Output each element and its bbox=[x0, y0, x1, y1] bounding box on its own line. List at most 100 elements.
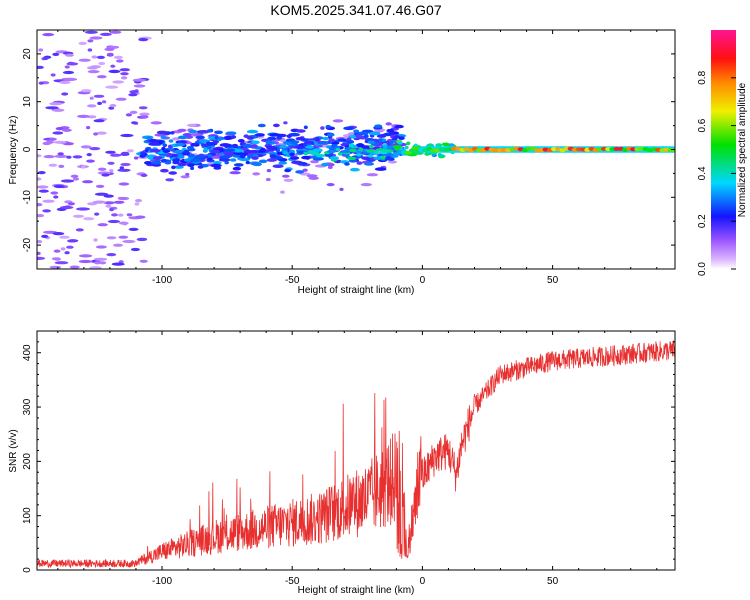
spectrogram-cell bbox=[84, 30, 98, 34]
spectrogram-cell bbox=[105, 150, 116, 154]
spectrogram-cell bbox=[327, 165, 333, 169]
spectrogram-cell bbox=[392, 145, 402, 149]
spectrogram-cell bbox=[65, 53, 74, 57]
spectrogram-cell bbox=[213, 161, 222, 165]
spectrogram-cell bbox=[348, 134, 358, 139]
spectrogram-cell bbox=[48, 163, 58, 167]
spectrogram-cell bbox=[151, 161, 162, 165]
spectrogram-cell bbox=[38, 81, 44, 85]
snr-frame bbox=[36, 330, 676, 571]
spectrogram-cell bbox=[59, 235, 70, 239]
spectrogram-cell bbox=[72, 155, 83, 159]
colorbar-tick-label: 0.8 bbox=[697, 70, 708, 84]
spectrogram-cell bbox=[108, 69, 121, 74]
spectrogram-cell bbox=[109, 104, 117, 108]
spectrogram-cell bbox=[79, 254, 93, 258]
spectrogram-cell bbox=[93, 94, 105, 98]
spectrogram-cell bbox=[54, 261, 69, 265]
colorbar-label: Normalized spectral amplitude bbox=[737, 82, 748, 217]
spectrogram-cell bbox=[60, 247, 66, 251]
spectrogram-cell bbox=[376, 134, 387, 138]
spectrogram-cell bbox=[37, 171, 46, 175]
spectrogram-cell bbox=[172, 137, 180, 141]
spectrogram-cell bbox=[110, 64, 116, 68]
spectrogram-cell bbox=[335, 147, 341, 152]
spectrogram-cell bbox=[278, 161, 288, 165]
spectrogram-cell bbox=[206, 157, 213, 161]
spectrogram-cell bbox=[66, 62, 79, 66]
spectrogram-cell bbox=[76, 207, 90, 211]
spectrogram-cell bbox=[382, 142, 388, 147]
spectrogram-cell bbox=[192, 133, 204, 137]
spectrogram-cell bbox=[109, 30, 122, 34]
spectrogram-cell bbox=[188, 129, 198, 134]
spectrogram-cell bbox=[61, 128, 72, 132]
spectrogram-cell bbox=[212, 140, 219, 144]
spectrogram-cell bbox=[86, 159, 95, 163]
spectrogram-cell bbox=[239, 154, 246, 159]
spectrogram-cell bbox=[172, 158, 181, 162]
spectrogram-cell bbox=[42, 56, 49, 61]
spectrogram-cell bbox=[187, 147, 196, 152]
spectrogram-cell bbox=[287, 149, 295, 154]
spectrogram-cell bbox=[312, 148, 323, 152]
spectrogram-cell bbox=[156, 130, 168, 135]
spectrogram-cell bbox=[388, 131, 394, 136]
spectrogram-cell bbox=[194, 154, 206, 159]
spectrogram-cell bbox=[129, 90, 139, 94]
spectrogram-cell bbox=[257, 123, 266, 128]
spectrogram-cell bbox=[80, 165, 86, 169]
colorbar-tick-label: 0.6 bbox=[697, 118, 708, 132]
spectrogram-cell bbox=[367, 140, 376, 144]
spectrogram-cell bbox=[149, 138, 158, 143]
spectrogram-cell bbox=[356, 161, 363, 165]
spectrogram-cell bbox=[438, 154, 445, 159]
spectrogram-cell bbox=[244, 149, 253, 154]
spectrogram-cell bbox=[97, 223, 108, 227]
spectrogram-cell bbox=[86, 153, 92, 157]
spectrogram-cell bbox=[69, 265, 80, 269]
colorbar: 0.0 0.2 0.4 0.6 0.8 Normalized spectral ampl… bbox=[697, 30, 748, 276]
spectrogram-cell bbox=[369, 151, 375, 156]
spectrogram-cell bbox=[385, 122, 392, 126]
spectrogram-cell bbox=[397, 141, 403, 145]
spectrogram-cell bbox=[265, 177, 271, 182]
spectrogram-cell bbox=[182, 133, 192, 137]
spectrogram-cell bbox=[70, 174, 79, 178]
spectrogram-cell bbox=[120, 72, 129, 76]
spectrogram-cell bbox=[352, 145, 357, 149]
spectrogram-cell bbox=[126, 213, 133, 217]
spectrogram-cell bbox=[269, 154, 277, 158]
spectrogram-cell bbox=[404, 145, 409, 150]
snr-xtick-label: 0 bbox=[420, 576, 426, 587]
spectrogram-ytick-label: 20 bbox=[22, 48, 33, 60]
spectrogram-cell bbox=[111, 262, 125, 266]
spectrogram-cell bbox=[37, 203, 43, 207]
spectrogram-cell bbox=[37, 240, 43, 244]
spectrogram-cell bbox=[37, 154, 42, 158]
spectrogram-cell bbox=[120, 76, 128, 80]
spectrogram-cell bbox=[51, 108, 65, 112]
spectrogram-cell bbox=[75, 228, 84, 232]
spectrogram-cell bbox=[122, 222, 128, 226]
spectrogram-cell bbox=[112, 80, 125, 84]
spectrogram-cell bbox=[394, 147, 400, 151]
spectrogram-cell bbox=[306, 174, 318, 178]
spectrogram-cell bbox=[360, 183, 372, 187]
spectrogram-cell bbox=[245, 160, 250, 165]
spectrogram-cell bbox=[390, 134, 395, 139]
spectrogram-cell bbox=[133, 156, 139, 160]
spectrogram-cell bbox=[83, 217, 95, 221]
spectrogram-cell bbox=[105, 204, 112, 208]
spectrogram-cell bbox=[330, 141, 340, 145]
spectrogram-cell bbox=[295, 129, 306, 133]
spectrogram-cell bbox=[59, 80, 71, 84]
spectrogram-cell bbox=[52, 52, 60, 57]
spectrogram-cell bbox=[130, 247, 140, 252]
spectrogram-cell bbox=[61, 92, 69, 96]
spectrogram-cell bbox=[42, 33, 55, 37]
spectrogram-cell bbox=[37, 251, 41, 255]
spectrogram-cell bbox=[294, 161, 303, 165]
spectrogram-cell bbox=[252, 162, 262, 167]
spectrogram-cell bbox=[230, 135, 237, 139]
